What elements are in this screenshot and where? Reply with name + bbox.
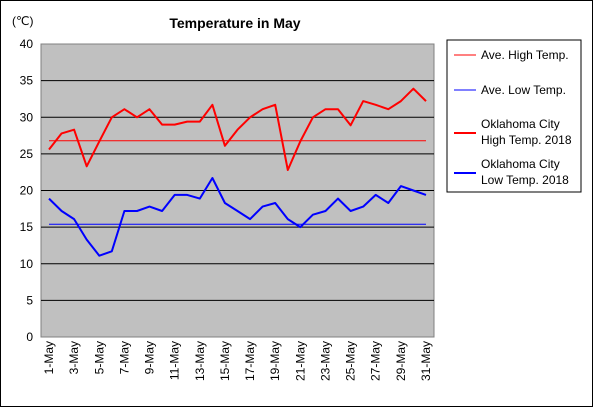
legend-label: Oklahoma City	[481, 117, 560, 131]
x-tick-label: 27-May	[369, 341, 383, 381]
y-tick-label: 10	[20, 257, 34, 271]
y-tick-label: 30	[20, 110, 34, 124]
x-tick-label: 3-May	[67, 341, 81, 374]
legend: Ave. High Temp. Ave. Low Temp. Oklahoma Ci…	[454, 48, 572, 187]
x-tick-label: 13-May	[193, 341, 207, 381]
legend-label: Oklahoma City	[481, 157, 560, 171]
legend-label: Ave. High Temp.	[481, 48, 569, 62]
series-line-3	[48, 177, 427, 257]
x-tick-label: 25-May	[344, 341, 358, 381]
x-tick-label: 9-May	[143, 341, 157, 374]
series-line-2	[48, 87, 427, 171]
chart-title: Temperature in May	[169, 15, 300, 31]
y-tick-label: 15	[20, 220, 34, 234]
gridlines	[41, 80, 434, 301]
x-tick-label: 1-May	[42, 341, 56, 374]
x-tick-label: 17-May	[243, 341, 257, 381]
y-tick-label: 35	[20, 74, 34, 88]
legend-label: High Temp. 2018	[481, 133, 572, 147]
y-tick-label: 25	[20, 147, 34, 161]
x-tick-label: 11-May	[168, 341, 182, 380]
y-tick-label: 20	[20, 184, 34, 198]
x-tick-label: 31-May	[419, 341, 433, 381]
y-unit-label: (℃)	[12, 14, 33, 28]
x-axis-ticks: 1-May 3-May 5-May 7-May 9-May 11-May 13-May 15-…	[42, 341, 433, 381]
x-tick-label: 29-May	[394, 341, 408, 381]
x-tick-label: 21-May	[293, 341, 307, 381]
y-tick-label: 0	[26, 330, 33, 344]
x-tick-label: 19-May	[268, 341, 282, 381]
legend-label: Low Temp. 2018	[481, 173, 569, 187]
x-tick-label: 7-May	[117, 341, 131, 374]
x-tick-label: 5-May	[92, 341, 106, 374]
y-tick-label: 40	[20, 37, 34, 51]
y-axis-ticks: 0 5 10 15 20 25 30 35 40	[20, 37, 34, 344]
legend-box	[446, 39, 582, 193]
y-tick-label: 5	[26, 293, 33, 307]
x-tick-label: 15-May	[218, 341, 232, 381]
series-lines	[48, 87, 427, 257]
legend-label: Ave. Low Temp.	[481, 83, 566, 97]
x-tick-label: 23-May	[318, 341, 332, 381]
